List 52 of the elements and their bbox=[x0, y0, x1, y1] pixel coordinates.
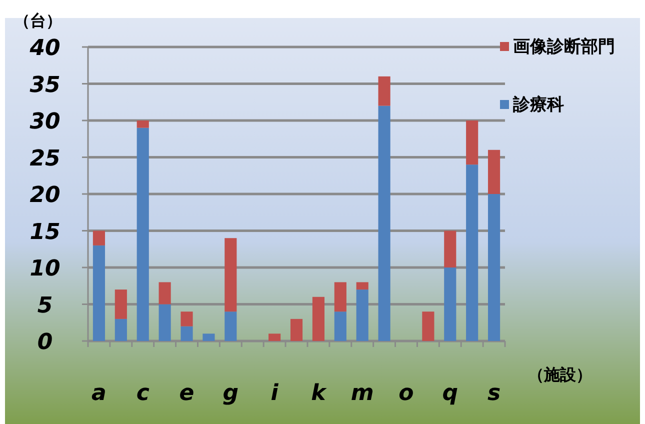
bar bbox=[224, 312, 237, 341]
y-tick-label: 35 bbox=[30, 72, 60, 98]
bar bbox=[158, 282, 171, 304]
bar bbox=[180, 312, 193, 326]
x-axis-title: （施設） bbox=[528, 365, 592, 384]
x-tick-label: s bbox=[487, 381, 501, 406]
bar bbox=[114, 318, 127, 341]
bar bbox=[378, 76, 390, 106]
bar bbox=[488, 194, 500, 341]
y-tick-label: 0 bbox=[37, 330, 53, 355]
bar bbox=[136, 120, 149, 128]
y-tick-label: 20 bbox=[30, 183, 60, 208]
legend-label: 診療科 bbox=[512, 95, 564, 115]
bar bbox=[378, 106, 390, 341]
x-tick-label: e bbox=[179, 381, 194, 406]
bar bbox=[334, 312, 346, 341]
bar bbox=[92, 230, 106, 246]
bar bbox=[466, 164, 478, 341]
x-tick-label: i bbox=[270, 381, 279, 406]
bar bbox=[356, 282, 368, 290]
x-tick-label: o bbox=[398, 381, 414, 406]
bar bbox=[334, 282, 346, 312]
bar bbox=[268, 334, 281, 341]
x-tick-label: g bbox=[222, 381, 239, 406]
bar bbox=[158, 304, 171, 341]
x-tick-label: a bbox=[92, 381, 106, 406]
y-axis-title: （台） bbox=[14, 11, 62, 30]
legend-label: 画像診断部門 bbox=[513, 37, 615, 57]
bar bbox=[422, 312, 434, 341]
y-tick-label: 10 bbox=[30, 256, 60, 282]
bar bbox=[356, 290, 368, 341]
x-tick-label: m bbox=[350, 381, 374, 406]
bar bbox=[114, 290, 127, 319]
bar bbox=[488, 150, 500, 194]
bar bbox=[136, 128, 149, 341]
y-tick-label: 5 bbox=[37, 293, 53, 318]
bar bbox=[444, 268, 456, 341]
bar bbox=[290, 318, 303, 341]
x-tick-label: k bbox=[311, 381, 328, 406]
y-tick-label: 25 bbox=[30, 146, 60, 172]
bar bbox=[466, 120, 478, 165]
y-tick-label: 30 bbox=[30, 110, 60, 134]
bar bbox=[224, 238, 237, 312]
bar bbox=[202, 334, 215, 341]
bar bbox=[92, 245, 106, 341]
bar bbox=[180, 326, 193, 341]
bar bbox=[444, 230, 456, 268]
x-tick-label: q bbox=[442, 381, 458, 406]
bar bbox=[312, 296, 324, 341]
x-tick-label: c bbox=[136, 381, 150, 406]
y-tick-label: 40 bbox=[28, 36, 60, 61]
y-tick-label: 15 bbox=[30, 220, 60, 245]
